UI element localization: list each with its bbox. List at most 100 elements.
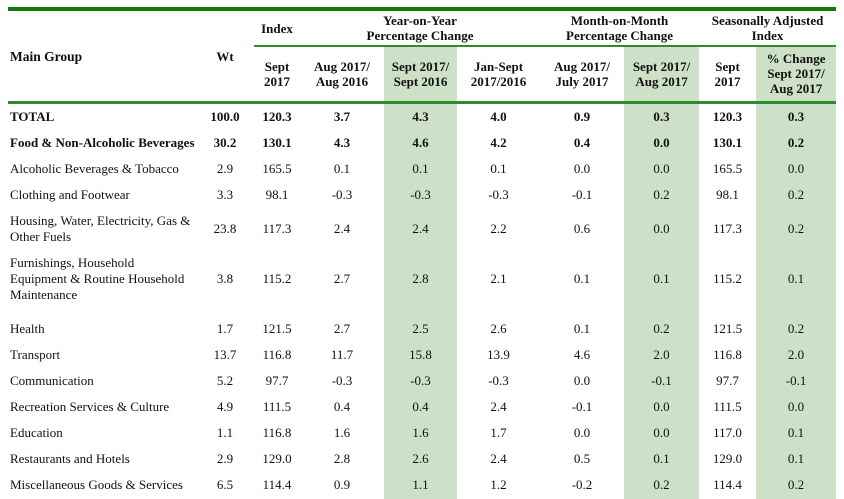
- cell: 4.0: [490, 109, 507, 124]
- cell: 115.2: [713, 271, 742, 286]
- cell: 0.0: [756, 394, 837, 420]
- col-header-sept2017-aug2017: Sept 2017/ Aug 2017: [624, 46, 700, 104]
- cell: 2.6: [490, 321, 507, 336]
- cell: 120.3: [712, 109, 743, 124]
- cell: 2.8: [333, 451, 351, 466]
- cell: -0.3: [331, 373, 353, 388]
- cell: 4.6: [573, 347, 591, 362]
- row-label: Alcoholic Beverages & Tobacco: [10, 161, 179, 176]
- cell: 0.2: [756, 316, 837, 342]
- table-row: Restaurants and Hotels 2.9 129.0 2.8 2.6 2.4 0…: [8, 446, 837, 472]
- cell: 2.4: [490, 399, 507, 414]
- cell: 2.4: [384, 208, 457, 250]
- cell: 117.3: [713, 221, 742, 236]
- sub-header-row: Sept 2017 Aug 2017/ Aug 2016 Sept 2017/ …: [8, 46, 837, 104]
- row-label: Miscellaneous Goods & Services: [10, 477, 183, 492]
- table-row: Education 1.1 116.8 1.6 1.6 1.7 0.0 0.0 117.0 0.1: [8, 420, 837, 446]
- row-label: Housing, Water, Electricity, Gas & Other…: [10, 213, 191, 244]
- cell: 1.1: [216, 425, 234, 440]
- cell: 0.3: [756, 102, 837, 130]
- cell: -0.1: [571, 187, 593, 202]
- col-header-sa-sept-2017: Sept 2017: [699, 46, 757, 104]
- cell: 13.9: [487, 347, 510, 362]
- cell: 2.0: [756, 342, 837, 368]
- cell: 0.2: [756, 208, 837, 250]
- group-header-index: Index: [254, 11, 300, 47]
- cpi-table-frame: Main Group Wt Index Year-on-Year Percent…: [8, 7, 837, 499]
- cell: 116.8: [262, 425, 292, 440]
- cell: 1.7: [216, 321, 234, 336]
- cell: 2.4: [490, 451, 507, 466]
- cell: 120.3: [262, 109, 292, 124]
- table-row: Clothing and Footwear 3.3 98.1 -0.3 -0.3 -0.3…: [8, 182, 837, 208]
- cell: 111.5: [262, 399, 292, 414]
- cell: 0.1: [573, 271, 591, 286]
- row-label: Communication: [10, 373, 94, 388]
- cell: -0.1: [756, 368, 837, 394]
- row-label: Health: [10, 321, 45, 336]
- cell: 0.1: [624, 250, 700, 316]
- cell: 98.1: [265, 187, 289, 202]
- cell: 1.2: [490, 477, 507, 492]
- table-row: Food & Non-Alcoholic Beverages 30.2 130.1 4…: [8, 130, 837, 156]
- group-header-month-on-month: Month-on-Month Percentage Change: [540, 11, 700, 47]
- row-label: Recreation Services & Culture: [10, 399, 170, 414]
- cell: -0.3: [488, 373, 509, 388]
- cell: 2.6: [384, 446, 457, 472]
- table-row: Housing, Water, Electricity, Gas & Other…: [8, 208, 837, 250]
- cell: 116.8: [713, 347, 742, 362]
- col-header-pct-change-sept2017-aug2017: % Change Sept 2017/ Aug 2017: [756, 46, 837, 104]
- cell: 2.7: [333, 271, 351, 286]
- cell: 0.0: [624, 394, 700, 420]
- cell: 5.2: [216, 373, 234, 388]
- cell: 0.1: [624, 446, 700, 472]
- cell: 130.1: [712, 135, 743, 150]
- cell: 0.2: [624, 316, 700, 342]
- cell: 4.9: [216, 399, 234, 414]
- cell: 2.9: [216, 451, 234, 466]
- cell: 2.5: [384, 316, 457, 342]
- cell: 0.1: [490, 161, 507, 176]
- col-header-main-group: Main Group: [8, 11, 196, 104]
- cell: 13.7: [213, 347, 237, 362]
- cell: 2.2: [490, 221, 507, 236]
- cell: 1.7: [490, 425, 507, 440]
- cell: 165.5: [262, 161, 292, 176]
- col-header-sept2017-sept2016: Sept 2017/ Sept 2016: [384, 46, 457, 104]
- cell: 0.1: [384, 156, 457, 182]
- cell: 4.6: [384, 130, 457, 156]
- col-header-aug2017-aug2016: Aug 2017/ Aug 2016: [300, 46, 384, 104]
- cell: 0.4: [384, 394, 457, 420]
- row-label: Education: [10, 425, 63, 440]
- cell: 0.4: [573, 135, 591, 150]
- cell: 114.4: [262, 477, 292, 492]
- cell: -0.2: [571, 477, 593, 492]
- cell: 0.4: [333, 399, 351, 414]
- cell: 0.1: [573, 321, 591, 336]
- cell: 129.0: [262, 451, 292, 466]
- cell: 4.3: [384, 102, 457, 130]
- cell: 15.8: [384, 342, 457, 368]
- cell: 100.0: [210, 109, 240, 124]
- cell: 6.5: [216, 477, 234, 492]
- cell: 0.0: [573, 425, 591, 440]
- cell: 0.9: [333, 477, 351, 492]
- row-label: Restaurants and Hotels: [10, 451, 130, 466]
- table-row: Health 1.7 121.5 2.7 2.5 2.6 0.1 0.2 121.5 0.2: [8, 316, 837, 342]
- cell: 23.8: [213, 221, 237, 236]
- table-header: Main Group Wt Index Year-on-Year Percent…: [8, 11, 837, 104]
- cell: 117.0: [713, 425, 742, 440]
- cell: 0.2: [624, 472, 700, 498]
- cell: 4.3: [333, 135, 351, 150]
- table-row: Miscellaneous Goods & Services 6.5 114.4 0.…: [8, 472, 837, 498]
- cell: 165.5: [712, 161, 743, 176]
- cell: 0.2: [624, 182, 700, 208]
- cell: 0.5: [573, 451, 591, 466]
- cell: 116.8: [262, 347, 292, 362]
- table-row: TOTAL 100.0 120.3 3.7 4.3 4.0 0.9 0.3 120.3 0.3: [8, 102, 837, 130]
- cell: 0.2: [756, 472, 837, 498]
- table-row: Alcoholic Beverages & Tobacco 2.9 165.5 0.1…: [8, 156, 837, 182]
- table-body: TOTAL 100.0 120.3 3.7 4.3 4.0 0.9 0.3 120.3 0.3 Fo…: [8, 102, 837, 499]
- cell: 2.8: [384, 250, 457, 316]
